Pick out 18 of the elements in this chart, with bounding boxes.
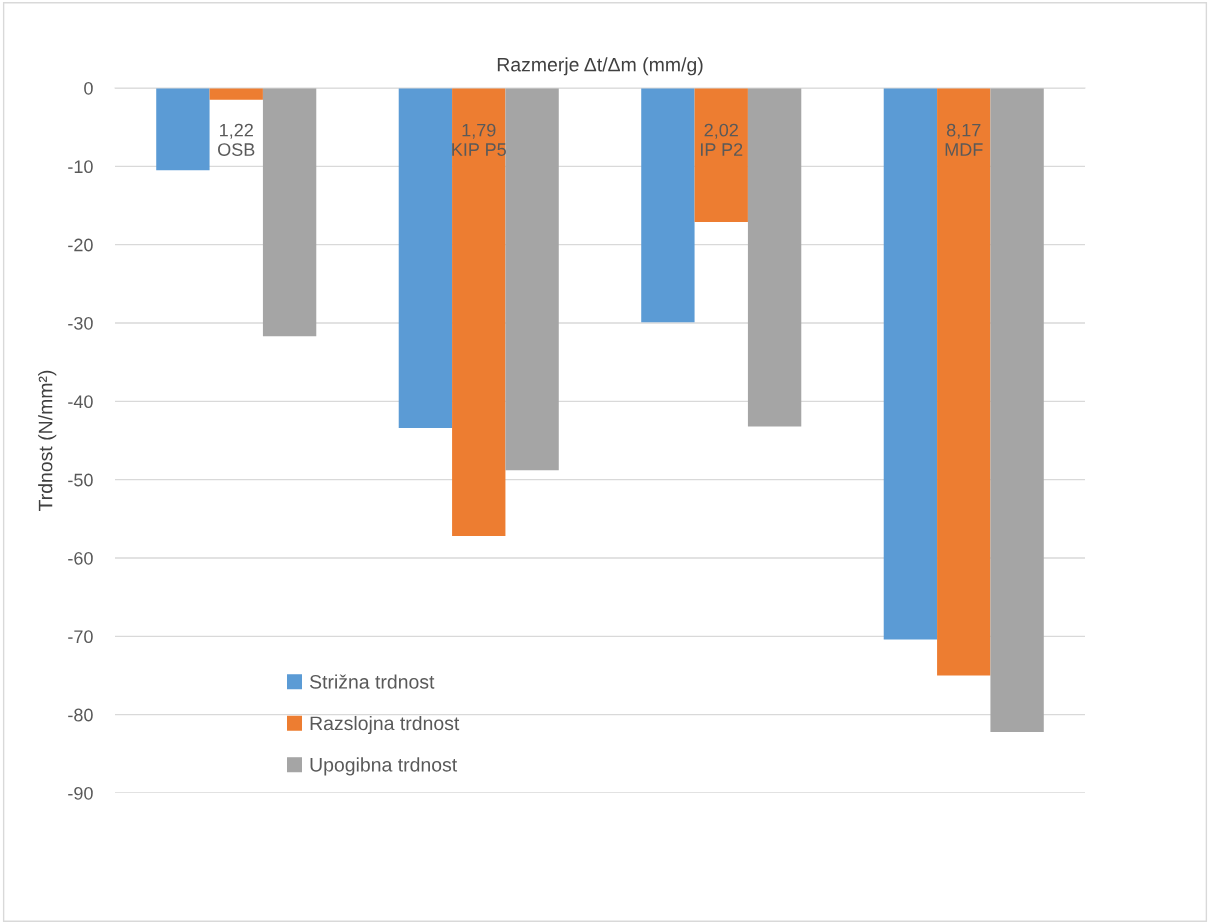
y-tick-label: -70 — [68, 630, 93, 644]
y-tick-label: 0 — [84, 81, 93, 95]
y-axis-title: Trdnost (N/mm²) — [38, 370, 57, 511]
y-tick-label: -30 — [68, 316, 93, 330]
x-tick-label: 1,22 OSB — [218, 123, 255, 156]
y-tick-label: -90 — [68, 786, 93, 800]
y-tick-label: -50 — [68, 473, 93, 487]
y-tick-label: -20 — [68, 238, 93, 252]
legend-label: Upogibna trdnost — [310, 757, 458, 776]
y-tick-label: -80 — [68, 708, 93, 722]
y-tick-label: -60 — [68, 551, 93, 565]
x-axis-title: Razmerje Δt/Δm (mm/g) — [497, 57, 703, 76]
y-tick-label: -10 — [68, 160, 93, 174]
y-tick-label: -40 — [68, 395, 93, 409]
x-tick-label: 8,17 MDF — [945, 123, 983, 156]
legend-label: Razslojna trdnost — [310, 715, 460, 735]
x-tick-label: 2,02 IP P2 — [701, 123, 743, 156]
legend-label: Strižna trdnost — [309, 674, 435, 689]
